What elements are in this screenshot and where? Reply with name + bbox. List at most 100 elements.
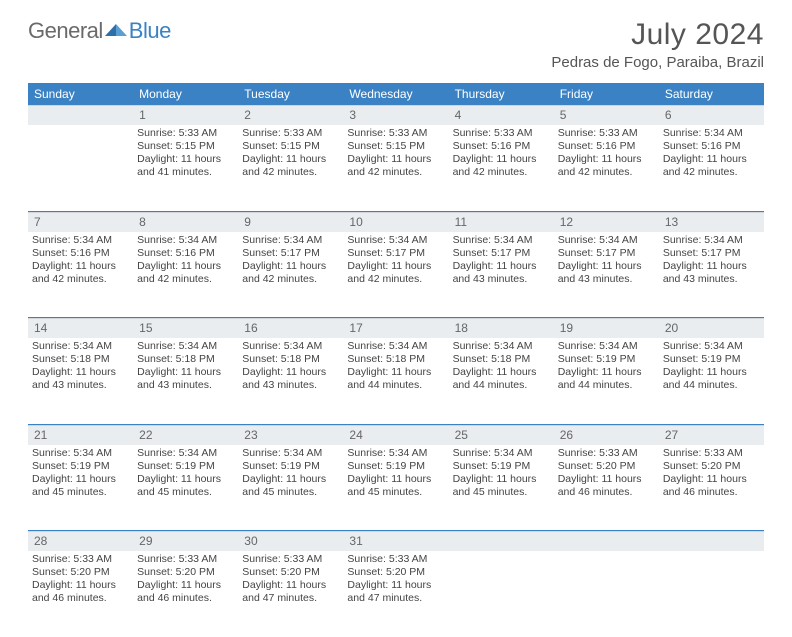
day-cell: Sunrise: 5:33 AMSunset: 5:15 PMDaylight:…	[238, 125, 343, 211]
day-number: 30	[238, 531, 343, 551]
detail-line: Sunrise: 5:34 AM	[558, 234, 655, 247]
day-details: Sunrise: 5:34 AMSunset: 5:19 PMDaylight:…	[32, 447, 129, 500]
detail-line: and 47 minutes.	[242, 592, 339, 605]
day-cell: Sunrise: 5:34 AMSunset: 5:18 PMDaylight:…	[133, 338, 238, 424]
day-cell: Sunrise: 5:34 AMSunset: 5:19 PMDaylight:…	[449, 445, 554, 531]
day-number: 31	[343, 531, 448, 551]
detail-line: Daylight: 11 hours	[32, 260, 129, 273]
detail-line: Daylight: 11 hours	[137, 473, 234, 486]
daynum-cell: 7	[28, 211, 133, 232]
day-cell: Sunrise: 5:33 AMSunset: 5:15 PMDaylight:…	[343, 125, 448, 211]
detail-line: Sunset: 5:20 PM	[347, 566, 444, 579]
daynum-cell: 8	[133, 211, 238, 232]
logo-word1: General	[28, 18, 103, 44]
day-cell: Sunrise: 5:34 AMSunset: 5:19 PMDaylight:…	[133, 445, 238, 531]
day-number	[449, 531, 554, 551]
detail-line: Sunrise: 5:34 AM	[663, 234, 760, 247]
detail-line: and 45 minutes.	[347, 486, 444, 499]
daynum-row: 14151617181920	[28, 318, 764, 339]
day-number: 2	[238, 105, 343, 125]
detail-line: Sunset: 5:15 PM	[242, 140, 339, 153]
detail-line: Sunset: 5:17 PM	[347, 247, 444, 260]
day-number: 3	[343, 105, 448, 125]
location: Pedras de Fogo, Paraiba, Brazil	[551, 54, 764, 71]
detail-line: Daylight: 11 hours	[453, 260, 550, 273]
detail-line: Sunrise: 5:34 AM	[347, 447, 444, 460]
detail-line: Sunrise: 5:34 AM	[663, 340, 760, 353]
daynum-cell: 15	[133, 318, 238, 339]
detail-line: Sunrise: 5:34 AM	[242, 340, 339, 353]
detail-line: Sunset: 5:20 PM	[558, 460, 655, 473]
day-number: 5	[554, 105, 659, 125]
day-cell: Sunrise: 5:34 AMSunset: 5:18 PMDaylight:…	[28, 338, 133, 424]
detail-line: Sunrise: 5:33 AM	[32, 553, 129, 566]
day-details: Sunrise: 5:34 AMSunset: 5:17 PMDaylight:…	[663, 234, 760, 287]
detail-line: Sunset: 5:16 PM	[137, 247, 234, 260]
detail-line: Daylight: 11 hours	[242, 579, 339, 592]
day-details: Sunrise: 5:34 AMSunset: 5:18 PMDaylight:…	[347, 340, 444, 393]
day-number: 20	[659, 318, 764, 338]
daynum-cell: 9	[238, 211, 343, 232]
day-number: 18	[449, 318, 554, 338]
content-row: Sunrise: 5:34 AM Sunset: 5:16 PM Daylight:…	[28, 232, 764, 318]
daynum-cell: 13	[659, 211, 764, 232]
detail-line: Sunset: 5:17 PM	[558, 247, 655, 260]
detail-line: Sunrise: 5:34 AM	[242, 447, 339, 460]
daynum-row: 78910111213	[28, 211, 764, 232]
detail-line: Sunset: 5:17 PM	[453, 247, 550, 260]
detail-line: Daylight: 11 hours	[663, 260, 760, 273]
detail-line: and 42 minutes.	[242, 273, 339, 286]
detail-line: Daylight: 11 hours	[558, 153, 655, 166]
day-cell: Sunrise: 5:34 AMSunset: 5:19 PMDaylight:…	[28, 445, 133, 531]
detail-line: Sunrise: 5:34 AM	[347, 340, 444, 353]
day-cell: Sunrise: 5:34 AMSunset: 5:17 PMDaylight:…	[554, 232, 659, 318]
detail-line: Daylight: 11 hours	[347, 153, 444, 166]
day-details: Sunrise: 5:33 AMSunset: 5:20 PMDaylight:…	[663, 447, 760, 500]
daynum-cell: 24	[343, 424, 448, 445]
day-number: 26	[554, 425, 659, 445]
month-title: July 2024	[551, 18, 764, 52]
day-number: 7	[28, 212, 133, 232]
detail-line: and 43 minutes.	[242, 379, 339, 392]
detail-line: Daylight: 11 hours	[558, 473, 655, 486]
daynum-cell: 5	[554, 105, 659, 125]
day-number	[554, 531, 659, 551]
weekday-wednesday: Wednesday	[343, 83, 448, 105]
day-number: 25	[449, 425, 554, 445]
detail-line: Sunset: 5:16 PM	[663, 140, 760, 153]
day-details: Sunrise: 5:34 AMSunset: 5:18 PMDaylight:…	[242, 340, 339, 393]
day-details: Sunrise: 5:34 AMSunset: 5:17 PMDaylight:…	[453, 234, 550, 287]
detail-line: and 43 minutes.	[137, 379, 234, 392]
detail-line: and 47 minutes.	[347, 592, 444, 605]
day-number: 13	[659, 212, 764, 232]
day-cell: Sunrise: 5:34 AMSunset: 5:19 PMDaylight:…	[554, 338, 659, 424]
calendar-table: Sunday Monday Tuesday Wednesday Thursday…	[28, 83, 764, 637]
detail-line: Daylight: 11 hours	[347, 366, 444, 379]
detail-line: Sunset: 5:15 PM	[137, 140, 234, 153]
day-number: 29	[133, 531, 238, 551]
detail-line: and 46 minutes.	[663, 486, 760, 499]
detail-line: Sunrise: 5:34 AM	[242, 234, 339, 247]
daynum-cell: 2	[238, 105, 343, 125]
daynum-cell: 25	[449, 424, 554, 445]
detail-line: Sunset: 5:19 PM	[453, 460, 550, 473]
detail-line: Daylight: 11 hours	[347, 260, 444, 273]
daynum-cell: 19	[554, 318, 659, 339]
day-details: Sunrise: 5:33 AMSunset: 5:20 PMDaylight:…	[347, 553, 444, 606]
day-cell: Sunrise: 5:34 AMSunset: 5:18 PMDaylight:…	[238, 338, 343, 424]
day-cell: Sunrise: 5:33 AMSunset: 5:20 PMDaylight:…	[28, 551, 133, 637]
daynum-cell: 16	[238, 318, 343, 339]
detail-line: Sunrise: 5:34 AM	[32, 340, 129, 353]
day-number: 12	[554, 212, 659, 232]
day-details: Sunrise: 5:34 AMSunset: 5:17 PMDaylight:…	[242, 234, 339, 287]
daynum-cell: 23	[238, 424, 343, 445]
weekday-saturday: Saturday	[659, 83, 764, 105]
detail-line: Sunset: 5:19 PM	[558, 353, 655, 366]
detail-line: Sunrise: 5:33 AM	[558, 127, 655, 140]
daynum-cell: 29	[133, 531, 238, 552]
weekday-friday: Friday	[554, 83, 659, 105]
detail-line: Sunrise: 5:34 AM	[453, 340, 550, 353]
day-cell	[659, 551, 764, 637]
daynum-cell: 27	[659, 424, 764, 445]
day-cell	[28, 125, 133, 211]
